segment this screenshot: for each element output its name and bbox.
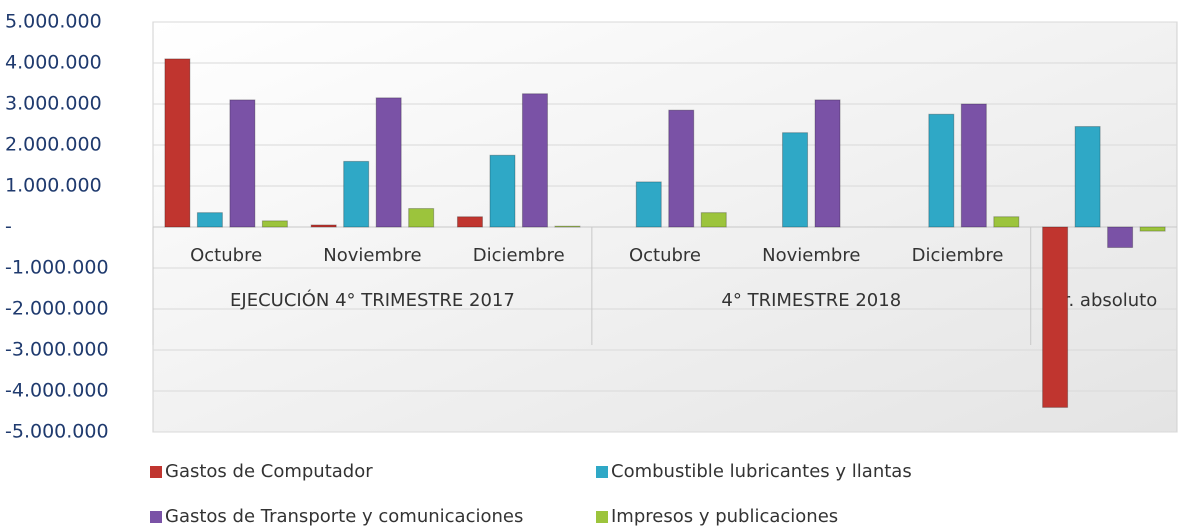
legend-label: Impresos y publicaciones: [611, 506, 838, 527]
bar: [814, 99, 841, 228]
bar: [456, 216, 483, 228]
x-tick-label: Octubre: [629, 245, 701, 266]
y-tick-label: -3.000.000: [5, 339, 109, 361]
bar: [554, 225, 581, 228]
y-tick-label: 1.000.000: [5, 175, 102, 197]
y-tick-label: -4.000.000: [5, 380, 109, 402]
x-tick-label: Noviembre: [323, 245, 421, 266]
group-label: 4° TRIMESTRE 2018: [721, 290, 901, 311]
y-tick-label: -: [5, 216, 12, 238]
bar: [521, 93, 548, 228]
x-tick-label: Diciembre: [473, 245, 565, 266]
bar: [700, 212, 727, 228]
y-tick-label: -2.000.000: [5, 298, 109, 320]
legend-swatch: [150, 511, 162, 523]
y-tick-label: 5.000.000: [5, 11, 102, 33]
legend-label: Combustible lubricantes y llantas: [611, 461, 912, 482]
x-tick-label: Octubre: [190, 245, 262, 266]
bar: [668, 109, 695, 228]
x-tick-label: Diciembre: [912, 245, 1004, 266]
legend-label: Gastos de Computador: [165, 461, 373, 482]
bar: [635, 181, 662, 228]
y-tick-label: -5.000.000: [5, 421, 109, 443]
y-tick-label: 2.000.000: [5, 134, 102, 156]
x-tick-label: Noviembre: [762, 245, 860, 266]
legend-swatch: [596, 511, 608, 523]
bar: [261, 220, 288, 228]
group-label: Vr. absoluto: [1050, 290, 1157, 311]
bar: [310, 224, 337, 228]
bar: [1042, 226, 1069, 408]
bar: [164, 58, 191, 228]
bar: [1074, 126, 1101, 228]
legend-swatch: [596, 466, 608, 478]
bar: [928, 113, 955, 228]
bar: [489, 154, 516, 228]
bar: [196, 212, 223, 228]
bar: [408, 208, 435, 228]
bar: [1139, 226, 1166, 232]
bar: [343, 160, 370, 228]
y-tick-label: 3.000.000: [5, 93, 102, 115]
bar: [1107, 226, 1134, 248]
y-tick-label: 4.000.000: [5, 52, 102, 74]
legend-label: Gastos de Transporte y comunicaciones: [165, 506, 523, 527]
y-tick-label: -1.000.000: [5, 257, 109, 279]
group-label: EJECUCIÓN 4° TRIMESTRE 2017: [230, 289, 515, 311]
bar: [993, 216, 1020, 228]
bar: [229, 99, 256, 228]
bar: [375, 97, 402, 228]
legend-swatch: [150, 466, 162, 478]
bar: [782, 132, 809, 228]
bar: [960, 103, 987, 228]
